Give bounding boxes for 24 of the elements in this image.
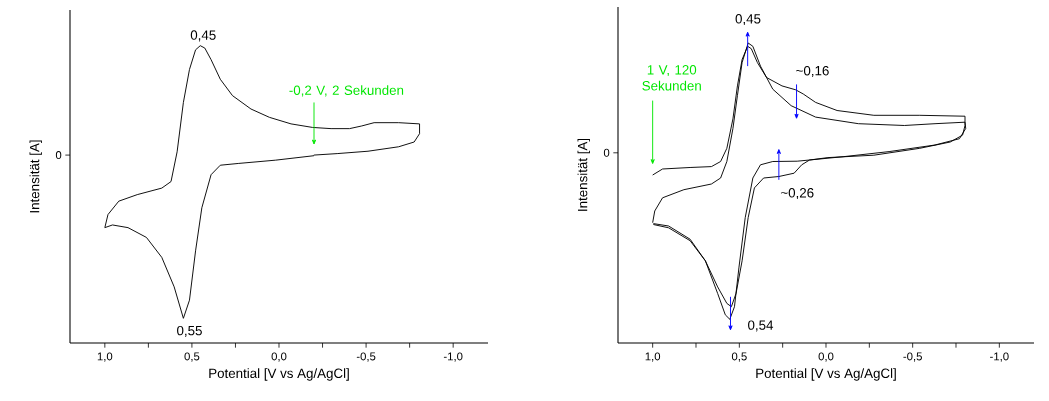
annotation: 0,54: [748, 320, 774, 332]
x-axis-title: Potential [V vs Ag/AgCl]: [756, 368, 896, 381]
x-tick-label: -1,0: [990, 352, 1009, 362]
annotation: -0,2 V, 2 Sekunden: [289, 85, 404, 97]
annotation: 1 V, 120 Sekunden: [642, 65, 701, 91]
x-tick-label: 1,0: [645, 352, 661, 362]
annotation: ~0,16: [796, 66, 829, 78]
y-axis-title: Intensität [A]: [577, 138, 590, 211]
x-tick-label: -0,5: [356, 352, 376, 362]
x-tick-label: 0,5: [184, 352, 200, 362]
annotation: ~0,26: [780, 188, 814, 200]
y-axis-title: Intensität [A]: [29, 140, 42, 213]
text: 0,45: [735, 14, 761, 26]
x-axis-title: Potential [V vs Ag/AgCl]: [209, 368, 349, 381]
text: 0: [603, 148, 610, 157]
x-tick-label: 1,0: [97, 352, 113, 362]
x-tick-label: 0,0: [818, 352, 834, 362]
x-tick-label: -0,5: [903, 352, 922, 362]
x-tick-label: -1,0: [443, 352, 463, 362]
annotation: 0,55: [177, 325, 202, 337]
text: 0,45: [190, 30, 216, 42]
x-tick-label: 0,5: [731, 352, 747, 362]
text: 0: [55, 151, 62, 160]
x-tick-label: 0,0: [271, 352, 287, 362]
